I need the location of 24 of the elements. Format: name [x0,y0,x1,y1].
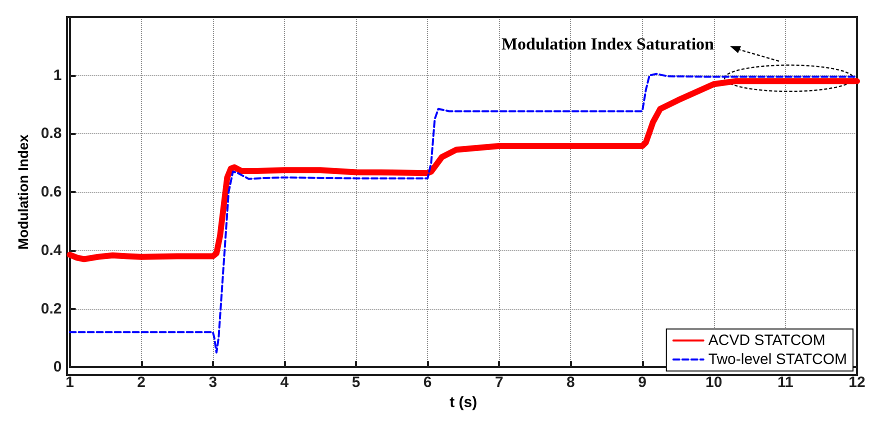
y-tick-label: 1 [53,66,62,84]
y-tick-label: 0 [53,358,62,376]
y-tick-label: 0.8 [40,125,62,142]
x-tick-label: 1 [66,374,74,392]
legend-label: Two-level STATCOM [708,351,848,368]
x-tick-label: 3 [208,374,218,392]
legend-label: ACVD STATCOM [708,332,826,349]
annotation: Modulation Index Saturation [501,34,715,54]
line-series [68,72,858,354]
y-tick-label: 0.4 [40,242,62,259]
x-tick-label: 2 [137,374,146,392]
x-tick-label: 6 [423,374,432,392]
x-tick-label: 5 [352,374,360,392]
x-tick-label: 4 [280,374,290,392]
x-tick-label: 12 [848,374,866,392]
y-tick-label: 0.6 [40,184,62,201]
x-tick-label: 8 [566,374,575,392]
y-axis-title: Modulation Index [15,134,31,250]
x-tick-label: 7 [494,374,504,392]
x-tick-label: 9 [638,374,646,392]
y-tick-label: 0.2 [40,300,62,318]
x-tick-label: 11 [778,374,794,392]
x-tick-label: 10 [706,374,722,392]
x-axis-title: t (s) [450,394,478,411]
